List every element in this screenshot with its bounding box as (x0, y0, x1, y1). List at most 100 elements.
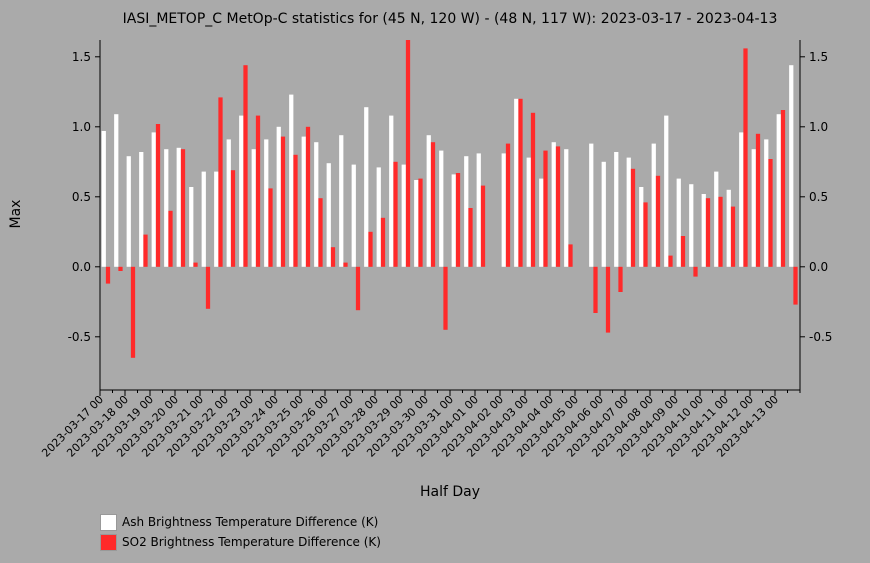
so2-bar (655, 175, 661, 267)
ash-bar (376, 167, 381, 267)
legend-item-ash: Ash Brightness Temperature Difference (K… (100, 512, 381, 532)
ash-bar (476, 153, 481, 267)
ash-bar (301, 136, 306, 267)
so2-bar (218, 97, 223, 267)
so2-bar (705, 198, 711, 267)
y-tick-label-left: 0.0 (72, 260, 91, 274)
so2-bar (343, 262, 348, 267)
so2-bar (680, 236, 686, 267)
ash-bar (601, 161, 606, 267)
ash-bar (439, 150, 444, 267)
ash-bar (239, 115, 244, 267)
legend-label-so2: SO2 Brightness Temperature Difference (K… (122, 535, 381, 549)
so2-bar (355, 266, 361, 311)
so2-bar (643, 202, 648, 267)
so2-bar (118, 266, 123, 271)
ash-bar (676, 178, 681, 267)
y-tick-label-right: 1.5 (809, 50, 828, 64)
so2-bar (605, 266, 611, 333)
ash-bar (201, 171, 206, 267)
y-tick-label-left: -0.5 (68, 330, 91, 344)
ash-bar (726, 189, 731, 267)
so2-bar (455, 173, 461, 267)
ash-bar (464, 156, 469, 267)
so2-bar (668, 255, 673, 267)
legend: Ash Brightness Temperature Difference (K… (100, 512, 381, 552)
so2-bar (318, 198, 323, 267)
ash-bar (364, 107, 369, 267)
ash-bar (139, 152, 144, 267)
so2-bar (555, 146, 561, 267)
so2-bar (443, 266, 448, 330)
ash-bar (226, 139, 231, 267)
ash-bar (151, 132, 156, 267)
so2-bar (780, 110, 786, 267)
ash-bar (326, 163, 331, 267)
so2-bar (143, 234, 148, 267)
ash-bar (264, 139, 269, 267)
ash-bar (501, 153, 506, 267)
so2-bar (168, 210, 173, 267)
y-tick-label-right: -0.5 (809, 330, 832, 344)
ash-bar (701, 194, 706, 267)
so2-bar (130, 266, 136, 358)
ash-bar (401, 164, 406, 267)
y-tick-label-right: 0.5 (809, 190, 828, 204)
ash-bar (751, 149, 756, 267)
y-tick-label-left: 0.5 (72, 190, 91, 204)
so2-bar (205, 266, 211, 309)
so2-bar (480, 185, 486, 267)
ash-bar (714, 171, 719, 267)
ash-bar (639, 187, 644, 267)
ash-bar (314, 142, 319, 267)
ash-bar (389, 115, 394, 267)
ash-bar (214, 171, 219, 267)
x-axis-label: Half Day (420, 484, 480, 500)
so2-bar (693, 266, 698, 277)
ash-bar (514, 98, 519, 267)
ash-bar (164, 149, 169, 267)
so2-bar (718, 196, 723, 267)
ash-bar (339, 135, 344, 267)
ash-bar (776, 114, 781, 267)
so2-bar (193, 262, 198, 267)
so2-bar (405, 40, 411, 267)
ash-bar (789, 65, 794, 267)
so2-bar (618, 266, 623, 292)
so2-bar (280, 136, 286, 267)
so2-bar (793, 266, 798, 305)
so2-bar (418, 178, 423, 267)
so2-bar (268, 188, 273, 267)
y-axis-label: Max (8, 200, 24, 229)
so2-bar (243, 65, 248, 267)
ash-bar (589, 143, 594, 267)
so2-bar (743, 48, 748, 267)
ash-bar (451, 174, 456, 267)
legend-label-ash: Ash Brightness Temperature Difference (K… (122, 515, 379, 529)
so2-bar (530, 112, 536, 267)
so2-bar (230, 170, 236, 267)
ash-bar (176, 147, 181, 267)
ash-bar (689, 184, 694, 267)
so2-bar (630, 168, 636, 267)
legend-swatch-so2 (100, 533, 117, 551)
ash-bar (414, 180, 419, 267)
ash-bar (764, 139, 769, 267)
legend-item-so2: SO2 Brightness Temperature Difference (K… (100, 532, 381, 552)
so2-bar (180, 149, 186, 267)
ash-bar (614, 152, 619, 267)
so2-bar (568, 244, 573, 267)
so2-bar (105, 266, 111, 284)
so2-bar (543, 150, 548, 267)
so2-bar (468, 208, 473, 267)
chart-title: IASI_METOP_C MetOp-C statistics for (45 … (123, 11, 778, 27)
so2-bar (518, 98, 523, 267)
ash-bar (626, 157, 631, 267)
bars-group (101, 40, 798, 358)
so2-bar (593, 266, 598, 313)
so2-bar (505, 143, 511, 267)
so2-bar (730, 206, 736, 267)
ash-bar (351, 164, 356, 267)
y-tick-label-left: 1.5 (72, 50, 91, 64)
